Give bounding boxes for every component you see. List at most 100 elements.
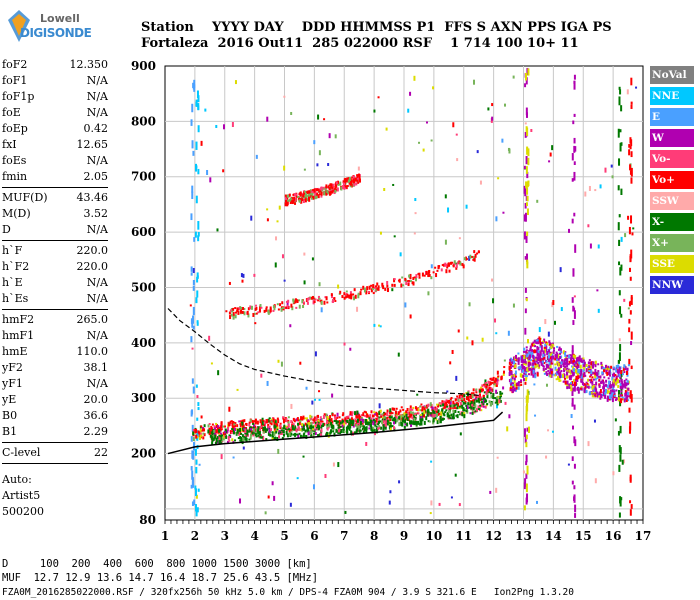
trace-point: [208, 427, 211, 432]
trace-point: [377, 420, 380, 424]
trace-point: [606, 397, 609, 402]
trace-point: [300, 199, 303, 204]
trace-point: [568, 360, 571, 364]
trace-point: [435, 418, 438, 421]
interference-mark: [620, 387, 623, 393]
trace-point: [287, 299, 290, 303]
trace-point: [225, 310, 228, 313]
trace-point: [508, 361, 511, 365]
trace-point: [625, 378, 628, 381]
trace-point: [341, 295, 344, 299]
trace-point: [485, 381, 488, 384]
noise-mark: [204, 108, 207, 112]
trace-point: [527, 373, 530, 376]
interference-mark: [197, 488, 200, 492]
trace-point: [223, 435, 226, 438]
param-name: fmin: [2, 170, 28, 183]
interference-mark: [190, 466, 193, 471]
trace-point: [329, 415, 332, 419]
trace-point: [358, 173, 361, 177]
interference-mark: [618, 290, 621, 296]
trace-point: [516, 357, 519, 362]
trace-point: [434, 406, 437, 409]
noise-mark: [290, 403, 293, 409]
trace-point: [447, 410, 450, 414]
trace-point: [326, 425, 329, 430]
trace-point: [543, 346, 546, 350]
trace-point: [576, 363, 579, 366]
trace-point: [418, 276, 421, 279]
param-row: hmE 110.0: [2, 344, 108, 360]
trace-point: [351, 183, 354, 186]
trace-point: [594, 364, 597, 368]
trace-point: [441, 408, 444, 412]
trace-point: [294, 426, 297, 429]
trace-point: [559, 352, 562, 355]
trace-point: [215, 422, 218, 425]
trace-point: [455, 264, 458, 268]
trace-point: [412, 413, 415, 416]
trace-point: [545, 343, 548, 346]
interference-mark: [526, 195, 529, 202]
trace-point: [493, 380, 496, 384]
interference-mark: [571, 345, 574, 353]
trace-point: [420, 403, 423, 406]
trace-point: [517, 382, 520, 387]
trace-point: [617, 369, 620, 374]
trace-point: [531, 371, 534, 375]
trace-point: [343, 178, 346, 181]
trace-point: [293, 419, 296, 423]
trace-point: [328, 418, 331, 422]
trace-point: [455, 403, 458, 406]
trace-point: [259, 435, 262, 439]
trace-point: [613, 372, 616, 376]
trace-point: [313, 416, 316, 420]
trace-point: [378, 426, 381, 429]
noise-mark: [597, 308, 600, 313]
trace-point: [480, 409, 483, 412]
trace-point: [520, 379, 523, 383]
trace-point: [405, 410, 408, 414]
trace-point: [491, 378, 494, 381]
trace-point: [553, 347, 556, 350]
trace-point: [428, 420, 431, 423]
trace-point: [300, 194, 303, 197]
interference-mark: [526, 187, 529, 195]
noise-mark: [587, 441, 590, 447]
trace-point: [572, 383, 575, 386]
trace-point: [353, 296, 356, 301]
trace-point: [391, 425, 394, 428]
trace-point: [623, 379, 626, 382]
trace-point: [246, 431, 249, 436]
trace-point: [308, 296, 311, 300]
trace-point: [522, 378, 525, 382]
muf-row: MUF 12.7 12.9 13.6 14.7 16.4 18.7 25.6 4…: [2, 572, 319, 584]
trace-point: [380, 415, 383, 418]
trace-point: [273, 431, 276, 436]
separator-line: [2, 442, 108, 443]
trace-point: [601, 379, 604, 384]
trace-point: [262, 426, 265, 429]
trace-point: [492, 393, 495, 397]
trace-point: [342, 427, 345, 431]
trace-point: [334, 415, 337, 420]
header-values: Fortaleza 2016 Out11 285 022000 RSF 1 71…: [141, 36, 579, 51]
trace-point: [313, 188, 316, 191]
trace-point: [598, 378, 601, 381]
trace-point: [389, 408, 392, 413]
trace-point: [611, 376, 614, 381]
trace-point: [406, 407, 409, 411]
noise-mark: [266, 208, 269, 211]
trace-point: [560, 355, 563, 359]
trace-point: [398, 416, 401, 420]
trace-point: [579, 387, 582, 390]
interference-mark: [192, 479, 195, 488]
trace-point: [547, 352, 550, 355]
trace-point: [473, 402, 476, 407]
noise-mark: [491, 103, 494, 107]
trace-point: [217, 436, 220, 440]
trace-point: [358, 428, 361, 433]
trace-point: [378, 417, 381, 420]
trace-point: [277, 419, 280, 424]
trace-point: [363, 419, 366, 424]
